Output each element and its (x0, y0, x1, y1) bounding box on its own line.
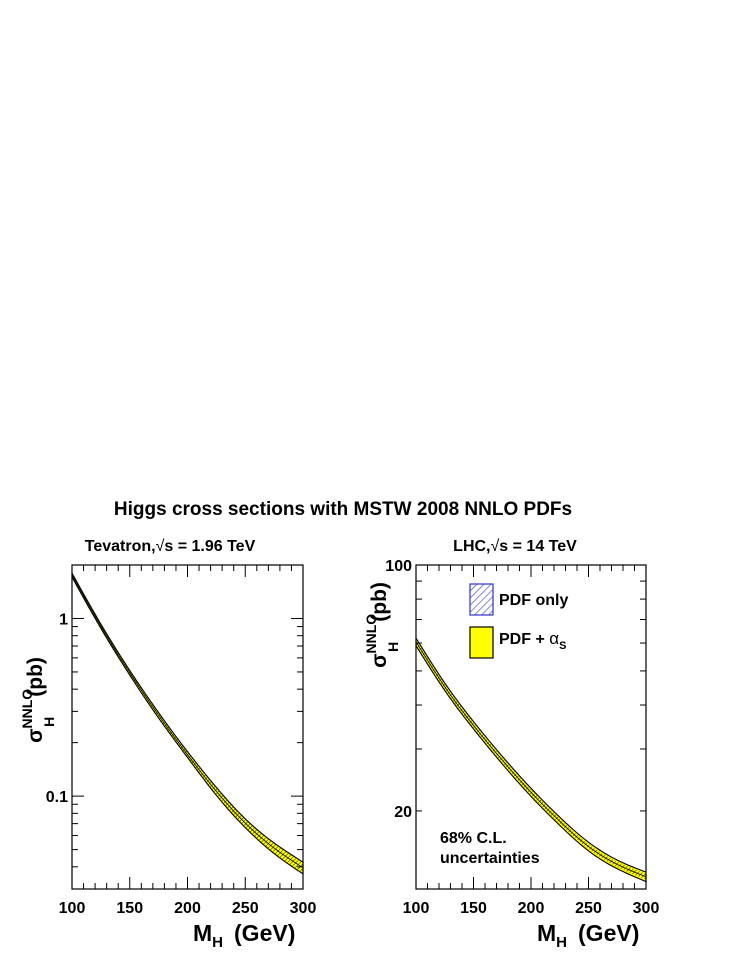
panel-lhc: LHC,√s = 14 TeV 100 150 200 250 300 20 100 PDF… (363, 538, 659, 951)
plot-frame (71, 564, 304, 890)
legend-label-pdf-only: PDF only (499, 592, 568, 609)
x-tick-label: 150 (460, 900, 487, 917)
panel-title-suffix: s = 14 TeV (499, 538, 577, 555)
band-pdf-alphas (71, 571, 304, 875)
alpha-symbol: α (549, 629, 559, 648)
ylabel-symbol: σ (24, 729, 47, 743)
panel-title-suffix: s = 1.96 TeV (164, 538, 255, 555)
xlabel-symbol: M (537, 920, 556, 946)
xlabel-sub: H (556, 934, 567, 951)
band-pdf-only (72, 573, 303, 873)
plot-area: 100 150 200 250 300 20 100 (385, 558, 659, 917)
panel-title: LHC,√s = 14 TeV (453, 538, 577, 555)
sqrt-symbol: √ (491, 538, 500, 555)
panel-tevatron: Tevatron,√s = 1.96 TeV 100 150 200 250 300 0.… (19, 538, 316, 951)
x-tick-label: 200 (518, 900, 545, 917)
ylabel-unit: (pb) (24, 657, 47, 697)
y-tick-label: 100 (385, 558, 412, 575)
xlabel-unit: (GeV) (578, 920, 639, 946)
x-tick-label: 100 (403, 900, 430, 917)
x-tick-label: 300 (633, 900, 660, 917)
x-tick-label: 150 (116, 900, 143, 917)
ylabel-symbol: σ (368, 654, 391, 668)
xlabel-sub: H (212, 934, 223, 951)
y-axis-label: σNNLO H (pb) (363, 582, 401, 668)
legend-swatch-pdf-only (469, 583, 494, 616)
plot-area: 100 150 200 250 300 0.1 1 (46, 564, 317, 917)
sqrt-symbol: √ (156, 538, 165, 555)
x-tick-label: 300 (290, 900, 317, 917)
x-tick-label: 250 (575, 900, 602, 917)
plot-frame (415, 564, 647, 890)
x-tick-label: 200 (174, 900, 201, 917)
central-curve (71, 574, 304, 869)
panel-title-prefix: Tevatron, (85, 538, 156, 555)
legend-pdf-prefix: PDF + (499, 631, 549, 648)
x-axis-label: MH (GeV) (537, 920, 639, 951)
ylabel-sup: NNLO (19, 689, 35, 729)
xlabel-symbol: M (193, 920, 212, 946)
xlabel-unit: (GeV) (234, 920, 295, 946)
x-tick-label: 250 (232, 900, 259, 917)
ylabel-unit: (pb) (368, 582, 391, 622)
alpha-sub: S (559, 640, 566, 652)
panel-title-prefix: LHC, (453, 538, 490, 555)
y-tick-label: 0.1 (46, 789, 68, 806)
annotation-line-1: 68% C.L. (440, 830, 507, 847)
y-tick-label: 20 (394, 804, 412, 821)
x-tick-label: 100 (59, 900, 86, 917)
ylabel-sup: NNLO (363, 614, 379, 654)
ylabel-sub: H (41, 717, 57, 727)
legend-label-pdf-alphas: PDF + αS (499, 629, 566, 652)
x-axis-label: MH (GeV) (193, 920, 295, 951)
central-curve (415, 641, 647, 878)
panel-title: Tevatron,√s = 1.96 TeV (85, 538, 256, 555)
ylabel-sub: H (385, 642, 401, 652)
y-tick-label: 1 (59, 611, 68, 628)
y-axis-label: σNNLO H (pb) (19, 657, 57, 743)
annotation-line-2: uncertainties (440, 850, 540, 867)
legend-swatch-pdf-alphas (469, 626, 494, 659)
legend: PDF only PDF + αS (469, 583, 568, 659)
figure-title: Higgs cross sections with MSTW 2008 NNLO… (114, 499, 572, 520)
